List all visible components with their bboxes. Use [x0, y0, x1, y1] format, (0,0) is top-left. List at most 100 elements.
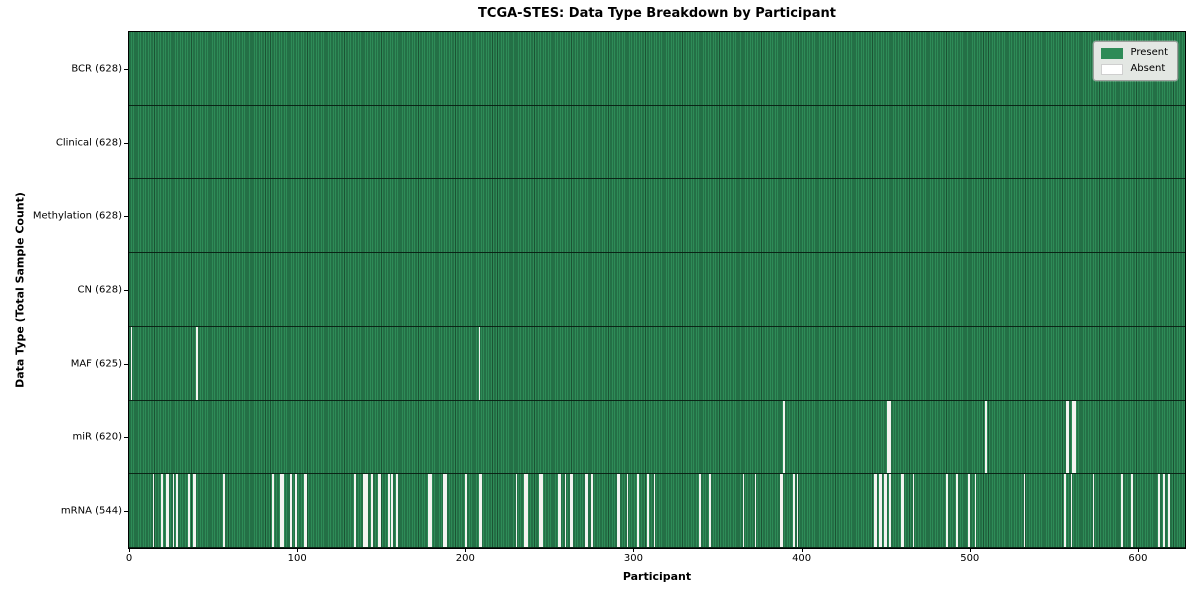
y-tick-label: BCR (628): [71, 63, 122, 75]
absent-stripe: [130, 326, 133, 400]
absent-stripe: [584, 474, 587, 547]
heatmap-row-mRNA: [129, 474, 1185, 548]
absent-stripe: [443, 474, 446, 547]
x-tick-label: 400: [792, 553, 812, 564]
absent-stripe: [192, 474, 195, 547]
absent-stripe: [873, 474, 876, 547]
absent-stripe: [377, 474, 380, 547]
x-axis-title: Participant: [622, 570, 692, 583]
absent-stripe: [564, 474, 567, 547]
absent-stripe: [1063, 474, 1066, 547]
absent-stripe: [699, 474, 701, 547]
x-tick-label: 600: [1128, 553, 1148, 564]
absent-stripe: [478, 474, 481, 547]
x-tick-mark: [633, 548, 635, 552]
absent-stripe: [1023, 474, 1026, 547]
absent-stripe: [880, 474, 883, 547]
heatmap-row-BCR: [129, 32, 1185, 106]
y-tick-mark: [124, 437, 128, 439]
absent-stripe: [478, 326, 481, 400]
absent-stripe: [1131, 474, 1133, 547]
plot-area: Present Absent: [128, 31, 1186, 549]
absent-stripe: [884, 474, 886, 547]
absent-stripe: [290, 474, 293, 547]
absent-stripe: [1067, 400, 1069, 474]
legend-item-absent: Absent: [1101, 63, 1168, 75]
absent-stripe: [429, 474, 432, 547]
absent-stripe: [626, 474, 629, 547]
absent-stripe: [176, 474, 178, 547]
absent-stripe: [539, 474, 541, 547]
x-tick-mark: [129, 548, 130, 552]
legend-label-absent: Absent: [1130, 63, 1166, 74]
absent-stripe: [445, 474, 447, 547]
x-tick-mark: [297, 548, 299, 552]
absent-stripe: [524, 474, 526, 547]
absent-stripe: [968, 474, 970, 547]
absent-stripe: [889, 400, 891, 474]
y-tick-mark: [124, 216, 128, 218]
absent-stripe: [1168, 474, 1170, 547]
absent-stripe: [1070, 474, 1073, 547]
x-tick-label: 300: [623, 553, 643, 564]
y-tick-label: MAF (625): [70, 358, 122, 370]
y-tick-mark: [124, 68, 128, 70]
absent-stripe: [793, 474, 795, 547]
absent-stripe: [571, 474, 573, 547]
absent-stripe: [559, 474, 562, 547]
absent-stripe: [165, 474, 168, 547]
absent-stripe: [366, 474, 368, 547]
absent-stripe: [1074, 400, 1076, 474]
absent-stripe: [887, 400, 890, 474]
legend-label-present: Present: [1130, 47, 1168, 58]
heatmap-row-Methylation: [129, 179, 1185, 254]
legend-swatch-absent-icon: [1101, 63, 1124, 75]
absent-stripe: [465, 474, 467, 547]
x-tick-label: 500: [960, 553, 980, 564]
absent-stripe: [946, 474, 948, 547]
absent-stripe: [974, 474, 977, 547]
y-tick-label: CN (628): [77, 284, 122, 296]
y-tick-label: Clinical (628): [55, 137, 122, 149]
legend-item-present: Present: [1101, 47, 1168, 59]
absent-stripe: [282, 474, 284, 547]
absent-stripe: [379, 474, 382, 547]
x-tick-mark: [1137, 548, 1139, 552]
absent-stripe: [616, 474, 619, 547]
absent-stripe: [889, 474, 891, 547]
absent-stripe: [371, 474, 373, 547]
absent-stripe: [781, 474, 784, 547]
absent-stripe: [591, 474, 594, 547]
absent-stripe: [525, 474, 528, 547]
absent-stripe: [540, 474, 543, 547]
heatmap-row-CN: [129, 253, 1185, 327]
x-tick-mark: [465, 548, 467, 552]
absent-stripe: [391, 474, 393, 547]
absent-stripe: [515, 474, 518, 547]
absent-stripe: [618, 474, 620, 547]
y-tick-label: mRNA (544): [60, 505, 122, 517]
absent-stripe: [1163, 474, 1165, 547]
x-tick-label: 0: [125, 553, 133, 564]
absent-stripe: [196, 326, 198, 400]
absent-stripe: [271, 474, 274, 547]
heatmap-row-MAF: [129, 326, 1185, 401]
absent-stripe: [305, 474, 308, 547]
absent-stripe: [885, 474, 888, 547]
absent-stripe: [194, 474, 197, 547]
absent-stripe: [303, 474, 306, 547]
absent-stripe: [172, 474, 175, 547]
absent-stripe: [396, 474, 399, 547]
absent-stripe: [1158, 474, 1160, 547]
absent-stripe: [779, 474, 782, 547]
x-tick-mark: [801, 548, 803, 552]
absent-stripe: [280, 474, 283, 547]
absent-stripe: [160, 474, 163, 547]
absent-stripe: [1065, 400, 1068, 474]
y-tick-label: Methylation (628): [32, 210, 122, 222]
absent-stripe: [152, 474, 155, 547]
absent-stripe: [362, 474, 365, 547]
absent-stripe: [900, 474, 903, 547]
absent-stripe: [1121, 474, 1123, 547]
